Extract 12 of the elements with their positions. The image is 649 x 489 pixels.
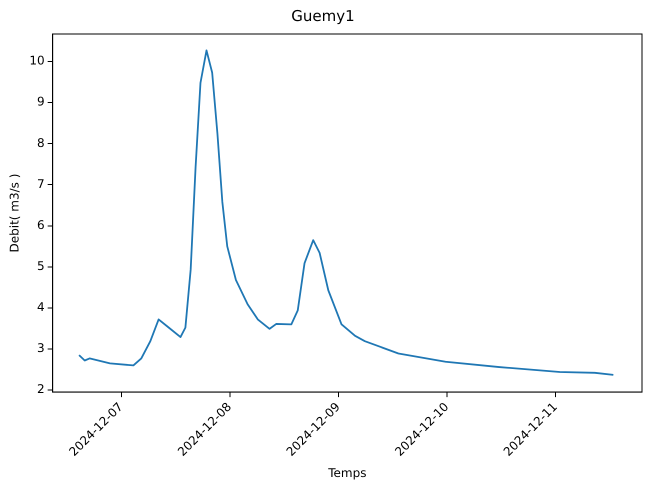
y-axis-title: Debit( m3/s ) — [7, 174, 22, 252]
y-tick-label: 9 — [37, 94, 45, 109]
y-tick-label: 2 — [37, 382, 45, 396]
y-tick-label: 5 — [37, 258, 45, 273]
y-tick-label: 7 — [37, 176, 45, 191]
y-tick-label: 8 — [37, 136, 45, 150]
x-axis-title: Temps — [327, 466, 366, 480]
y-tick-label: 6 — [37, 218, 45, 232]
chart-title: Guemy1 — [291, 6, 355, 25]
y-tick-label: 4 — [37, 300, 45, 314]
y-tick-label: 3 — [37, 341, 45, 356]
y-tick-label: 10 — [29, 54, 45, 68]
